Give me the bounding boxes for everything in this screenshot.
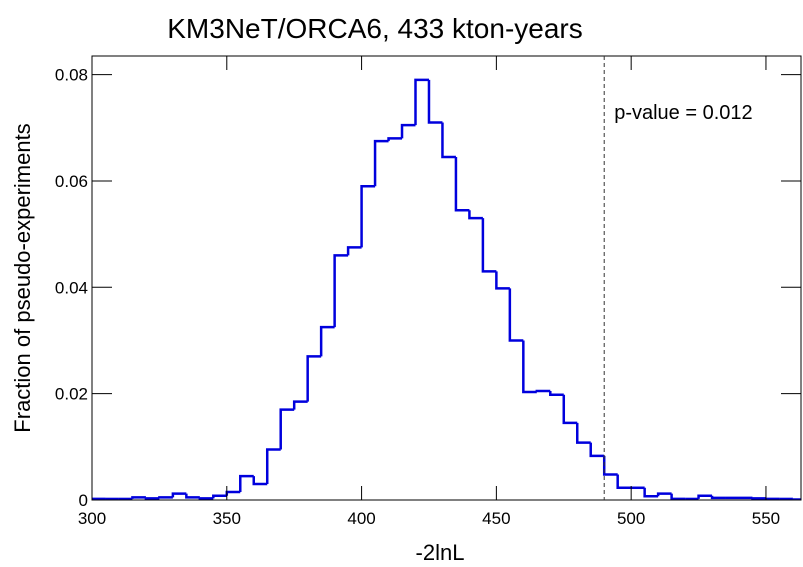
histogram-bin [185, 493, 200, 499]
histogram-bin [589, 442, 605, 458]
histogram-bin [751, 497, 766, 500]
histogram-bin [360, 185, 376, 248]
x-tick-label: 400 [347, 509, 375, 528]
y-tick-label: 0.08 [55, 66, 88, 85]
frame [91, 55, 802, 501]
histogram-bin [319, 325, 335, 357]
histogram-bin [670, 493, 686, 500]
histogram-bin [508, 288, 524, 342]
histogram-bin [373, 139, 389, 187]
histogram-bin [602, 455, 618, 476]
histogram-bin [427, 79, 443, 124]
y-tick-label: 0.04 [55, 278, 88, 297]
histogram-bin [549, 390, 564, 396]
chart-title: KM3NeT/ORCA6, 433 kton-years [167, 13, 583, 44]
histogram-bin [387, 137, 403, 142]
histogram-bin [764, 497, 780, 500]
histogram-bin [265, 448, 281, 485]
histogram-bin [346, 246, 362, 256]
histogram-bin [292, 400, 308, 410]
histogram-bin [144, 497, 160, 500]
y-axis-label: Fraction of pseudo-experiments [10, 123, 35, 432]
histogram-bin [400, 123, 416, 139]
histogram-bin [171, 492, 187, 498]
histogram-bin [239, 474, 254, 493]
histogram-bin [616, 474, 632, 490]
histogram-bin [279, 408, 295, 450]
histogram-bin [495, 271, 510, 290]
histogram-bin [697, 494, 713, 499]
histogram-bin [522, 340, 537, 394]
histogram-bin [710, 495, 726, 500]
histogram-bin [656, 492, 672, 497]
x-axis-label: -2lnL [416, 540, 465, 565]
histogram-bin [414, 78, 429, 126]
histogram-bin [535, 389, 551, 393]
histogram-bin [212, 494, 227, 499]
x-tick-label: 550 [752, 509, 780, 528]
histogram-bin [441, 122, 456, 159]
histogram-bin [131, 496, 146, 499]
histogram-bin [481, 218, 497, 273]
histogram-bin [306, 355, 322, 402]
histogram-bin [333, 254, 349, 328]
histogram-bin [92, 497, 106, 500]
histogram-bin [791, 498, 801, 500]
x-tick-label: 500 [617, 509, 645, 528]
histogram-bin [643, 487, 659, 498]
plot-area [92, 78, 801, 500]
histogram-bin [252, 476, 268, 486]
x-tick-label: 300 [78, 509, 106, 528]
histogram-bin [562, 394, 578, 425]
histogram-bin [158, 496, 173, 499]
x-tick-label: 350 [213, 509, 241, 528]
histogram-bin [198, 497, 214, 500]
x-tick-label: 450 [482, 509, 510, 528]
y-tick-label: 0 [79, 491, 88, 510]
y-tick-label: 0.06 [55, 172, 88, 191]
histogram-bin [454, 157, 470, 212]
histogram-bin [575, 422, 591, 444]
histogram-bin [225, 490, 241, 496]
y-tick-label: 0.02 [55, 385, 88, 404]
annotation: p-value = 0.012 [614, 102, 752, 124]
histogram-bin [468, 210, 483, 220]
